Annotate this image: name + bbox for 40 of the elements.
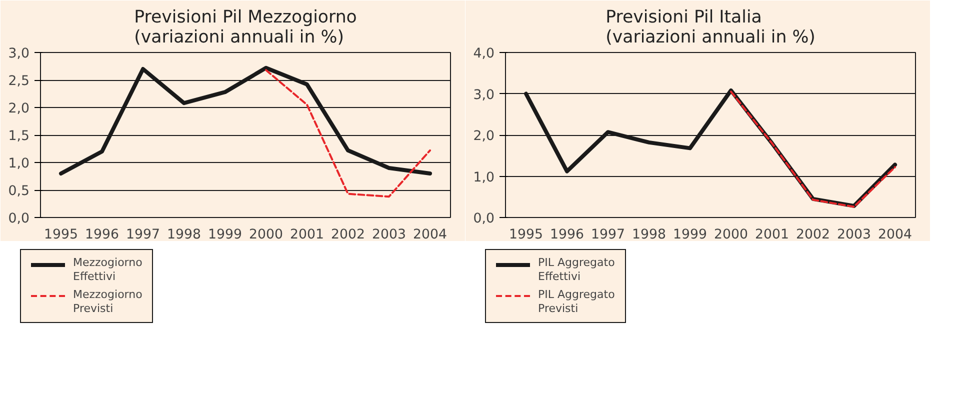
y-tick-label: 4,0 — [473, 46, 495, 62]
line-series — [265, 69, 431, 198]
legend-label: Mezzogiorno Previsti — [73, 288, 142, 316]
legend-label: PIL Aggregato Previsti — [538, 288, 615, 316]
y-tick-label: 2,0 — [8, 102, 30, 116]
x-tick-label: 2001 — [755, 228, 789, 242]
x-tick-label: 1997 — [126, 228, 160, 242]
x-tick-label: 1996 — [550, 228, 584, 242]
x-tick-label: 2001 — [290, 228, 324, 242]
y-tick-label: 2,0 — [473, 129, 495, 144]
y-tick-label: 0,5 — [8, 184, 30, 199]
legend-label: PIL Aggregato Effettivi — [538, 256, 615, 284]
x-tick-label: 1997 — [591, 228, 625, 242]
y-tick-label: 3,0 — [8, 46, 30, 62]
x-tick-label: 1999 — [673, 228, 707, 242]
chart-title: Previsioni Pil Italia (variazioni annuali in %) — [606, 8, 816, 48]
x-tick-label: 2003 — [837, 228, 871, 242]
legend-label: Mezzogiorno Effettivi — [73, 256, 142, 284]
x-tick-label: 2004 — [878, 228, 912, 242]
x-tick-label: 2004 — [413, 228, 447, 242]
y-tick-label: 1,5 — [8, 129, 30, 144]
y-tick-label: 1,0 — [8, 156, 30, 172]
x-tick-label: 1998 — [167, 228, 201, 242]
x-tick-label: 2000 — [249, 228, 283, 242]
x-tick-label: 2002 — [796, 228, 830, 242]
chart-title: Previsioni Pil Mezzogiorno (variazioni annuali in %) — [134, 8, 357, 48]
x-tick-label: 1995 — [44, 228, 78, 242]
x-tick-label: 2002 — [331, 228, 365, 242]
y-tick-label: 1,0 — [473, 170, 495, 186]
x-tick-label: 1998 — [632, 228, 666, 242]
x-tick-label: 1996 — [85, 228, 119, 242]
x-tick-label: 1999 — [208, 228, 242, 242]
x-tick-label: 2000 — [714, 228, 748, 242]
y-tick-label: 0,0 — [8, 212, 30, 226]
y-tick-label: 2,5 — [8, 74, 30, 89]
x-tick-label: 1995 — [509, 228, 543, 242]
x-tick-label: 2003 — [372, 228, 406, 242]
y-tick-label: 3,0 — [473, 88, 495, 103]
line-series — [730, 90, 896, 208]
y-tick-label: 0,0 — [473, 212, 495, 226]
